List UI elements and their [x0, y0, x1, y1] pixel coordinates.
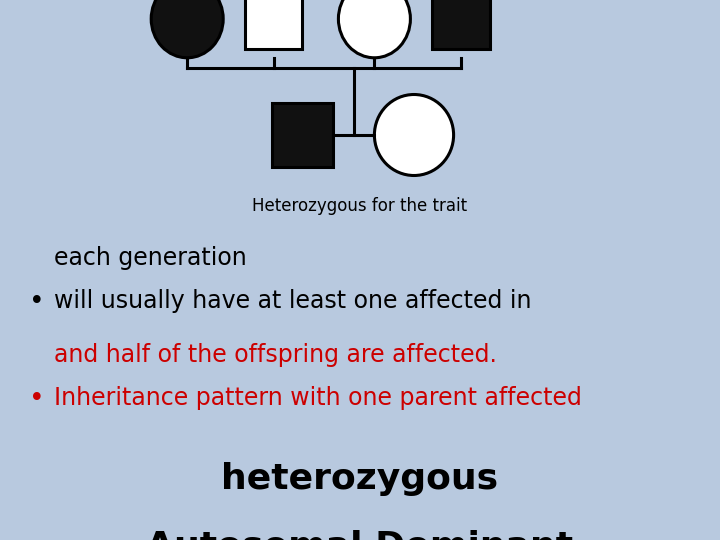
- FancyBboxPatch shape: [272, 103, 333, 167]
- Text: •: •: [29, 386, 45, 412]
- Text: heterozygous: heterozygous: [222, 462, 498, 496]
- Text: Inheritance pattern with one parent affected: Inheritance pattern with one parent affe…: [54, 386, 582, 410]
- Text: each generation: each generation: [54, 246, 247, 269]
- FancyBboxPatch shape: [432, 0, 490, 49]
- FancyBboxPatch shape: [245, 0, 302, 49]
- Ellipse shape: [374, 94, 454, 176]
- Text: Autosomal Dominant: Autosomal Dominant: [146, 529, 574, 540]
- Text: Heterozygous for the trait: Heterozygous for the trait: [253, 197, 467, 215]
- Text: and half of the offspring are affected.: and half of the offspring are affected.: [54, 343, 497, 367]
- Ellipse shape: [338, 0, 410, 58]
- Text: •: •: [29, 289, 45, 315]
- Text: will usually have at least one affected in: will usually have at least one affected …: [54, 289, 531, 313]
- Ellipse shape: [151, 0, 223, 58]
